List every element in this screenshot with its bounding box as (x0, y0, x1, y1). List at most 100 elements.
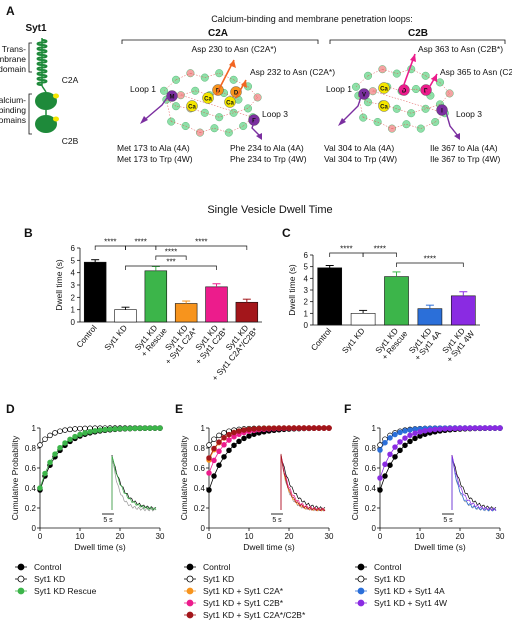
panel-label-e: E (175, 402, 183, 416)
tm-label-3: domain (0, 64, 26, 74)
legend-marker (357, 599, 365, 607)
data-point (291, 425, 297, 431)
data-point (377, 487, 383, 493)
scale-bar-label: 5 s (443, 517, 453, 524)
data-point (377, 447, 383, 453)
y-tick-label: 0.6 (194, 464, 206, 473)
svg-text:D: D (402, 88, 407, 94)
bar (114, 309, 137, 323)
data-point (62, 440, 68, 446)
svg-text:Ca: Ca (226, 100, 234, 106)
data-point (102, 426, 108, 433)
data-point (147, 425, 153, 431)
legend-marker (357, 575, 365, 583)
y-tick-label: 4 (304, 274, 309, 283)
tm-label-1: Trans- (2, 44, 26, 54)
significance-bracket (94, 245, 126, 250)
c2b-domain-icon (35, 115, 57, 133)
svg-text:I: I (441, 108, 443, 114)
legend-marker (186, 563, 194, 571)
x-tick-label: Syt1 KD (340, 326, 366, 355)
data-point (377, 475, 383, 481)
y-tick-label: 1 (304, 309, 309, 318)
data-point (412, 435, 418, 442)
data-point (316, 425, 322, 431)
transmembrane-helix-icon (36, 38, 48, 86)
data-point (211, 445, 217, 452)
c2a-mut-230: Asp 230 to Asn (C2A*) (191, 44, 276, 54)
data-point (127, 425, 133, 432)
significance-label: **** (104, 238, 116, 247)
protein-name: Syt1 (25, 23, 47, 34)
y-tick-label: 1 (372, 424, 377, 433)
data-point (52, 451, 58, 457)
data-point (152, 425, 158, 431)
x-axis-label: Dwell time (s) (414, 542, 466, 552)
bar (350, 313, 376, 326)
data-point (281, 425, 287, 431)
significance-bracket (362, 252, 397, 257)
bar (417, 308, 443, 326)
chart-d: 0 10 20 30 0 0.2 0.4 0.6 0.8 1 Dwell time (s) Cumul… (10, 424, 165, 596)
data-point (226, 437, 232, 443)
legend-label: Syt1 KD (374, 574, 405, 584)
y-axis-label: Cumulative Probability (179, 435, 189, 520)
data-point (296, 425, 302, 431)
c2a-structure-icon: MCaCaCaDDF (159, 69, 262, 137)
significance-bracket (155, 245, 248, 250)
data-point (221, 434, 227, 441)
legend-marker (186, 587, 194, 595)
x-tick-label: 20 (456, 532, 465, 541)
svg-text:Ca: Ca (380, 104, 388, 110)
data-point (286, 425, 292, 431)
data-point (57, 428, 63, 434)
section-title: Single Vesicle Dwell Time (207, 204, 332, 216)
y-tick-label: 0.2 (365, 504, 377, 513)
data-point (42, 436, 48, 442)
series-line (208, 427, 330, 491)
x-tick-label: Syt1 KD (103, 323, 129, 352)
data-point (206, 487, 212, 493)
data-point (142, 425, 148, 431)
c2a-title: C2A (208, 28, 228, 39)
significance-label: **** (134, 238, 146, 247)
inset-trace (111, 456, 157, 511)
x-tick-label: Syt1 KD+ Syt1 C2A* (157, 320, 200, 367)
data-point (427, 427, 433, 433)
svg-text:Ca: Ca (204, 96, 212, 102)
data-point (452, 425, 458, 432)
c2b-loop1: Loop 1 (326, 84, 352, 94)
data-point (47, 432, 53, 439)
chart-e: 0 10 20 30 0 0.2 0.4 0.6 0.8 1 Dwell time (s) Cumul… (179, 424, 334, 620)
svg-text:Ca: Ca (380, 86, 388, 92)
data-point (402, 435, 408, 441)
data-point (231, 442, 237, 449)
legend-marker (357, 587, 365, 595)
data-point (231, 429, 237, 436)
legend-label: Syt1 KD (203, 574, 234, 584)
bar (235, 301, 259, 323)
y-tick-label: 6 (71, 244, 76, 253)
c2a-loop1: Loop 1 (130, 84, 156, 94)
data-point (392, 444, 398, 450)
data-point (246, 426, 252, 433)
data-point (251, 426, 257, 432)
c2b-title: C2B (408, 28, 428, 39)
loops-header: Calcium-binding and membrane penetration… (211, 14, 413, 24)
y-tick-label: 6 (304, 251, 309, 260)
y-tick-label: 0 (372, 524, 377, 533)
c2a-mut-234w: Phe 234 to Trp (4W) (230, 154, 307, 164)
data-point (57, 445, 63, 451)
y-tick-label: 2 (304, 298, 309, 307)
data-point (457, 425, 463, 432)
data-point (417, 429, 423, 435)
data-point (67, 436, 73, 443)
legend-label: Syt1 KD + Syt1 C2A* (203, 586, 284, 596)
data-point (382, 439, 388, 446)
y-tick-label: 0 (304, 321, 309, 330)
data-point (382, 473, 388, 479)
y-tick-label: 1 (71, 306, 76, 315)
legend-label: Control (374, 562, 402, 572)
data-point (387, 435, 393, 441)
